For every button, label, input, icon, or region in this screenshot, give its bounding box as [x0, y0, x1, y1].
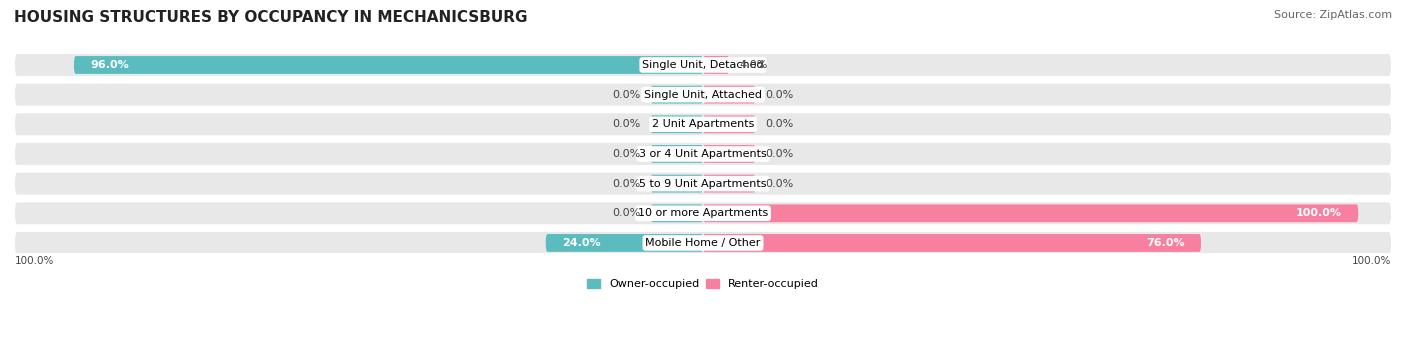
FancyBboxPatch shape	[75, 56, 703, 74]
FancyBboxPatch shape	[703, 56, 730, 74]
Text: 100.0%: 100.0%	[1351, 256, 1391, 266]
Text: 10 or more Apartments: 10 or more Apartments	[638, 208, 768, 218]
Text: Single Unit, Attached: Single Unit, Attached	[644, 90, 762, 100]
FancyBboxPatch shape	[15, 202, 1391, 224]
Text: 0.0%: 0.0%	[765, 90, 793, 100]
Text: 0.0%: 0.0%	[765, 119, 793, 129]
Text: HOUSING STRUCTURES BY OCCUPANCY IN MECHANICSBURG: HOUSING STRUCTURES BY OCCUPANCY IN MECHA…	[14, 10, 527, 25]
FancyBboxPatch shape	[703, 175, 755, 193]
Text: 0.0%: 0.0%	[613, 208, 641, 218]
Text: 2 Unit Apartments: 2 Unit Apartments	[652, 119, 754, 129]
FancyBboxPatch shape	[703, 115, 755, 133]
FancyBboxPatch shape	[546, 234, 703, 252]
Text: Source: ZipAtlas.com: Source: ZipAtlas.com	[1274, 10, 1392, 20]
Text: 4.0%: 4.0%	[740, 60, 768, 70]
Text: Mobile Home / Other: Mobile Home / Other	[645, 238, 761, 248]
Text: 0.0%: 0.0%	[613, 179, 641, 189]
Text: 0.0%: 0.0%	[613, 90, 641, 100]
Text: Single Unit, Detached: Single Unit, Detached	[643, 60, 763, 70]
Legend: Owner-occupied, Renter-occupied: Owner-occupied, Renter-occupied	[582, 274, 824, 294]
Text: 3 or 4 Unit Apartments: 3 or 4 Unit Apartments	[640, 149, 766, 159]
Text: 0.0%: 0.0%	[613, 119, 641, 129]
Text: 100.0%: 100.0%	[15, 256, 55, 266]
FancyBboxPatch shape	[703, 204, 1358, 222]
Text: 0.0%: 0.0%	[765, 149, 793, 159]
Text: 0.0%: 0.0%	[765, 179, 793, 189]
Text: 5 to 9 Unit Apartments: 5 to 9 Unit Apartments	[640, 179, 766, 189]
FancyBboxPatch shape	[651, 115, 703, 133]
Text: 76.0%: 76.0%	[1146, 238, 1185, 248]
Text: 96.0%: 96.0%	[90, 60, 129, 70]
FancyBboxPatch shape	[15, 173, 1391, 195]
FancyBboxPatch shape	[651, 204, 703, 222]
FancyBboxPatch shape	[651, 175, 703, 193]
Text: 100.0%: 100.0%	[1296, 208, 1341, 218]
FancyBboxPatch shape	[15, 84, 1391, 106]
FancyBboxPatch shape	[15, 232, 1391, 254]
FancyBboxPatch shape	[703, 86, 755, 104]
Text: 24.0%: 24.0%	[562, 238, 600, 248]
FancyBboxPatch shape	[703, 234, 1201, 252]
FancyBboxPatch shape	[15, 143, 1391, 165]
Text: 0.0%: 0.0%	[613, 149, 641, 159]
FancyBboxPatch shape	[15, 113, 1391, 135]
FancyBboxPatch shape	[15, 54, 1391, 76]
FancyBboxPatch shape	[651, 86, 703, 104]
FancyBboxPatch shape	[651, 145, 703, 163]
FancyBboxPatch shape	[703, 145, 755, 163]
